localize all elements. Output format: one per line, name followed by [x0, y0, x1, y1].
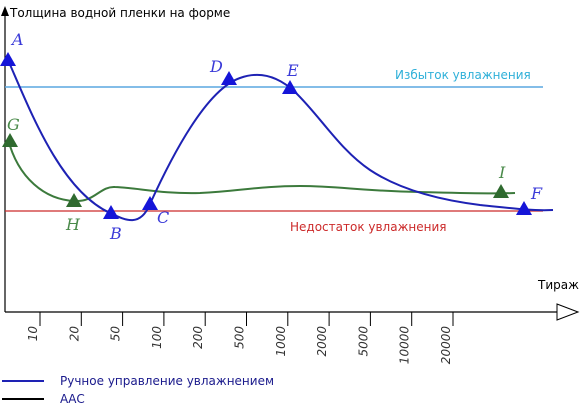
- point-label-i: I: [498, 163, 506, 182]
- x-ticks: 10 20 50 100 200 500 1000 2000 5000 10000 20000: [26, 312, 454, 365]
- series-aac-line: [7, 138, 516, 203]
- point-marker-b: [103, 205, 119, 219]
- x-tick-label: 20000: [439, 326, 453, 365]
- legend-manual-label: Ручное управление увлажнением: [60, 374, 274, 388]
- series-manual-line: [7, 59, 554, 222]
- y-axis-arrow: [1, 6, 9, 16]
- excess-label: Избыток увлажнения: [395, 68, 531, 82]
- x-tick-label: 500: [233, 326, 247, 349]
- point-marker-h: [66, 193, 82, 207]
- x-tick-label: 50: [109, 326, 123, 342]
- x-tick-label: 200: [191, 326, 205, 349]
- point-marker-g: [2, 133, 18, 147]
- point-marker-f: [516, 201, 532, 215]
- point-label-h: H: [65, 215, 81, 234]
- x-axis-arrow: [556, 303, 580, 321]
- point-markers: A B C D E F G H I: [0, 30, 543, 243]
- point-label-e: E: [286, 61, 299, 80]
- deficit-label: Недостаток увлажнения: [290, 220, 446, 234]
- x-tick-label: 10000: [398, 326, 412, 365]
- point-label-b: B: [109, 224, 122, 243]
- x-tick-label: 10: [26, 326, 40, 342]
- point-label-a: A: [10, 30, 24, 49]
- x-tick-label: 100: [150, 326, 164, 349]
- x-tick-label: 2000: [315, 326, 329, 357]
- x-tick-label: 1000: [274, 326, 288, 357]
- point-marker-i: [493, 184, 509, 198]
- point-marker-a: [0, 52, 16, 66]
- x-tick-label: 5000: [356, 326, 370, 357]
- point-label-d: D: [209, 57, 223, 76]
- x-axis-title: Тираж: [537, 278, 579, 292]
- point-marker-e: [282, 80, 298, 94]
- legend-aac-label: ААС: [60, 392, 85, 406]
- point-label-c: C: [157, 208, 169, 227]
- point-label-g: G: [7, 115, 20, 134]
- point-marker-d: [221, 71, 237, 85]
- point-marker-c: [142, 196, 158, 210]
- y-axis-title: Толщина водной пленки на форме: [9, 6, 230, 20]
- x-tick-label: 20: [67, 326, 81, 342]
- point-label-f: F: [530, 184, 543, 203]
